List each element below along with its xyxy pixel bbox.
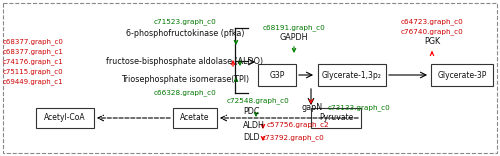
Text: c74176.graph_c1: c74176.graph_c1 — [3, 59, 64, 65]
Text: c57756.graph_c2: c57756.graph_c2 — [267, 122, 330, 128]
Text: PDC: PDC — [243, 107, 260, 115]
Text: c64723.graph_c0: c64723.graph_c0 — [400, 19, 464, 25]
Text: c72548.graph_c0: c72548.graph_c0 — [226, 98, 290, 104]
Bar — [36, 108, 94, 128]
Text: fructose-bisphosphate aldolase (ALDO): fructose-bisphosphate aldolase (ALDO) — [106, 58, 264, 66]
Text: c76740.graph_c0: c76740.graph_c0 — [400, 29, 464, 35]
Text: c69449.graph_c1: c69449.graph_c1 — [3, 79, 64, 85]
Text: c75115.graph_c0: c75115.graph_c0 — [3, 69, 64, 75]
Text: Acetate: Acetate — [180, 114, 210, 122]
Bar — [431, 64, 493, 86]
Text: Triosephosphate isomerase(TPI): Triosephosphate isomerase(TPI) — [121, 76, 249, 85]
Bar — [311, 108, 361, 128]
Text: GAPDH: GAPDH — [280, 34, 308, 42]
Text: DLD: DLD — [243, 134, 260, 142]
Text: 6-phosphofructokinase (pfka): 6-phosphofructokinase (pfka) — [126, 29, 244, 39]
Bar — [258, 64, 296, 86]
Text: Pyruvate: Pyruvate — [319, 114, 353, 122]
Text: c71523.graph_c0: c71523.graph_c0 — [154, 19, 216, 25]
Text: Glycerate-3P: Glycerate-3P — [438, 71, 486, 80]
Text: ALDH: ALDH — [243, 120, 265, 129]
Text: c73133.graph_c0: c73133.graph_c0 — [328, 105, 391, 111]
Text: c73792.graph_c0: c73792.graph_c0 — [262, 135, 325, 141]
Text: c68377.graph_c0: c68377.graph_c0 — [3, 39, 64, 45]
Text: c66328.graph_c0: c66328.graph_c0 — [154, 90, 216, 96]
Text: c68191.graph_c0: c68191.graph_c0 — [262, 25, 326, 31]
Bar — [173, 108, 217, 128]
Text: Acetyl-CoA: Acetyl-CoA — [44, 114, 86, 122]
Text: PGK: PGK — [424, 37, 440, 46]
Bar — [318, 64, 386, 86]
Text: gapN: gapN — [302, 103, 323, 112]
Text: c68377.graph_c1: c68377.graph_c1 — [3, 49, 64, 55]
Text: G3P: G3P — [270, 71, 284, 80]
Text: Glycerate-1,3p₂: Glycerate-1,3p₂ — [322, 71, 382, 80]
